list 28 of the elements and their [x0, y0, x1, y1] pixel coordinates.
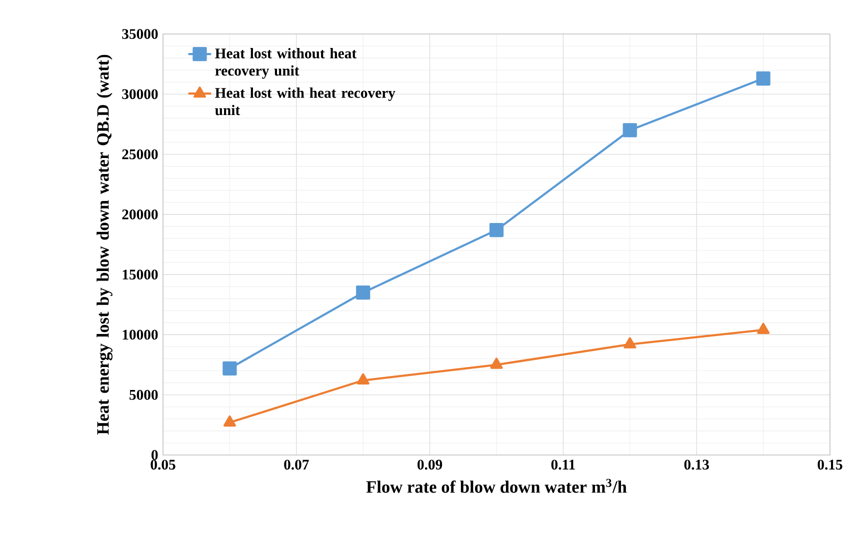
x-tick-label: 0.09: [418, 460, 442, 470]
x-tick-label: 0.05: [150, 460, 176, 470]
point: [223, 415, 236, 427]
point: [489, 222, 504, 238]
point: [622, 123, 637, 138]
point: [222, 361, 237, 376]
y-tick-label: 25000: [122, 149, 158, 160]
y-axis-title: Heat energy lost by blow down water QB.D (watt): [96, 54, 112, 435]
x-tick-label: 0.15: [818, 460, 842, 470]
point: [356, 373, 370, 384]
point: [490, 358, 503, 369]
y-tick-label: 5000: [130, 390, 158, 400]
x-tick-label: 0.13: [684, 460, 709, 470]
legend-label: Heat lost without heat recovery unit: [215, 48, 357, 79]
y-tick-label: 10000: [122, 330, 158, 340]
x-axis-title: Flow rate of blow down water m$^{3}$/h: [366, 478, 627, 493]
point: [756, 71, 770, 86]
point: [356, 286, 370, 300]
y-tick-label: 35000: [122, 29, 158, 39]
point: [624, 337, 636, 348]
y-tick-label: 0: [152, 450, 158, 460]
y-tick-label: 30000: [122, 89, 158, 100]
y-tick-label: 15000: [122, 270, 158, 280]
point: [757, 322, 770, 334]
x-tick-label: 0.11: [551, 460, 575, 470]
x-tick-label: 0.07: [284, 460, 309, 470]
y-tick-label: 20000: [122, 209, 158, 220]
legend-label: Heat lost with heat recovery unit: [215, 88, 396, 116]
